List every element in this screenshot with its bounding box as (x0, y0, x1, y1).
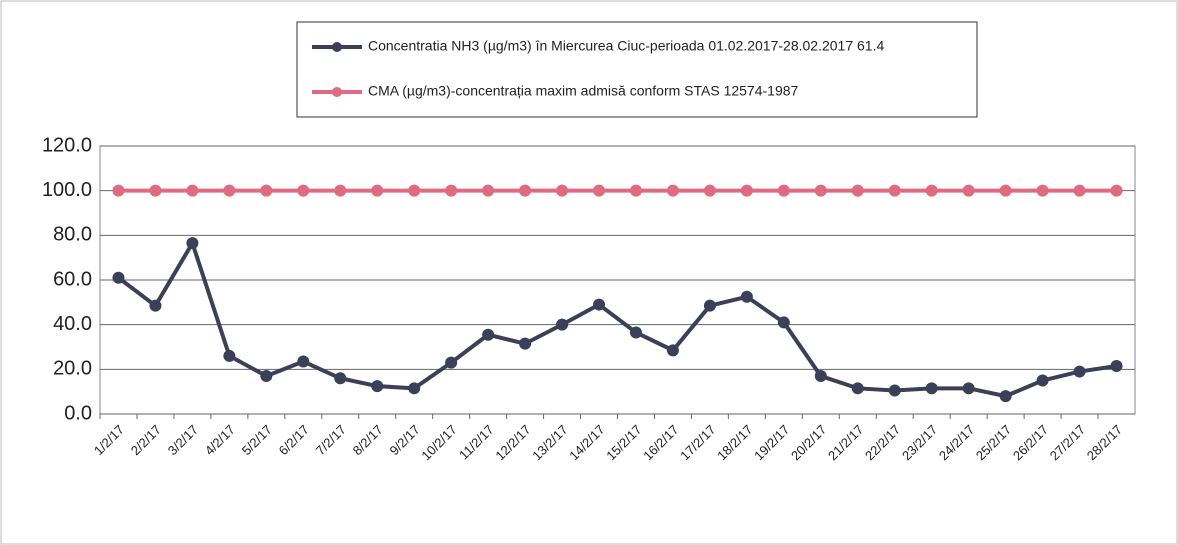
legend-marker (332, 87, 342, 97)
y-tick-label: 120.0 (42, 134, 92, 156)
data-point (371, 380, 384, 393)
data-point (925, 184, 938, 197)
data-point (814, 370, 827, 383)
data-point (260, 184, 273, 197)
y-tick-label: 0.0 (64, 402, 92, 424)
data-point (962, 382, 975, 395)
data-point (297, 184, 310, 197)
series-line (117, 238, 1117, 399)
data-point (223, 184, 236, 197)
data-point (371, 184, 384, 197)
data-point (962, 184, 975, 197)
data-point (593, 184, 606, 197)
data-point (519, 184, 532, 197)
data-point (556, 318, 569, 331)
data-point (888, 384, 901, 397)
legend-label: Concentratia NH3 (µg/m3) în Miercurea Ci… (368, 38, 884, 54)
y-tick-label: 60.0 (53, 268, 92, 290)
data-point (186, 237, 199, 250)
data-point (666, 344, 679, 357)
data-point (1036, 184, 1049, 197)
data-point (1110, 359, 1123, 372)
data-point (186, 184, 199, 197)
data-point (1073, 365, 1086, 378)
data-point (629, 184, 642, 197)
data-point (445, 356, 458, 369)
data-point (999, 184, 1012, 197)
data-point (297, 355, 310, 368)
data-point (334, 184, 347, 197)
data-point (112, 271, 125, 284)
legend-box (296, 21, 978, 118)
y-tick-label: 100.0 (42, 179, 92, 201)
data-point (851, 184, 864, 197)
data-point (149, 184, 162, 197)
data-point (1073, 184, 1086, 197)
data-point (925, 382, 938, 395)
data-point (703, 299, 716, 312)
data-point (777, 316, 790, 329)
data-point (445, 184, 458, 197)
data-point (740, 290, 753, 303)
data-point (666, 184, 679, 197)
data-point (1036, 374, 1049, 387)
data-point (482, 328, 495, 341)
data-point (223, 349, 236, 362)
data-point (814, 184, 827, 197)
data-point (703, 184, 716, 197)
data-point (888, 184, 901, 197)
y-tick-label: 80.0 (53, 224, 92, 246)
y-tick-label: 20.0 (53, 358, 92, 380)
data-point (112, 184, 125, 197)
data-point (519, 337, 532, 350)
data-point (334, 372, 347, 385)
data-point (260, 370, 273, 383)
data-point (740, 184, 753, 197)
data-point (1110, 184, 1123, 197)
data-point (593, 298, 606, 311)
data-point (999, 390, 1012, 403)
data-point (556, 184, 569, 197)
legend-label: CMA (µg/m3)-concentrația maxim admisă co… (368, 83, 799, 99)
legend-marker (332, 42, 342, 52)
data-point (777, 184, 790, 197)
data-point (629, 326, 642, 339)
data-point (482, 184, 495, 197)
data-point (851, 382, 864, 395)
y-tick-label: 40.0 (53, 313, 92, 335)
data-point (408, 184, 421, 197)
data-point (408, 382, 421, 395)
data-point (149, 299, 162, 312)
